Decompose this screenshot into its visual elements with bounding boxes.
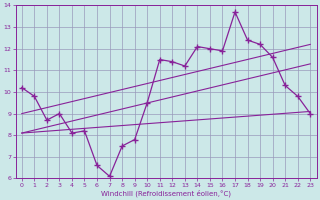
X-axis label: Windchill (Refroidissement éolien,°C): Windchill (Refroidissement éolien,°C) [101, 189, 231, 197]
